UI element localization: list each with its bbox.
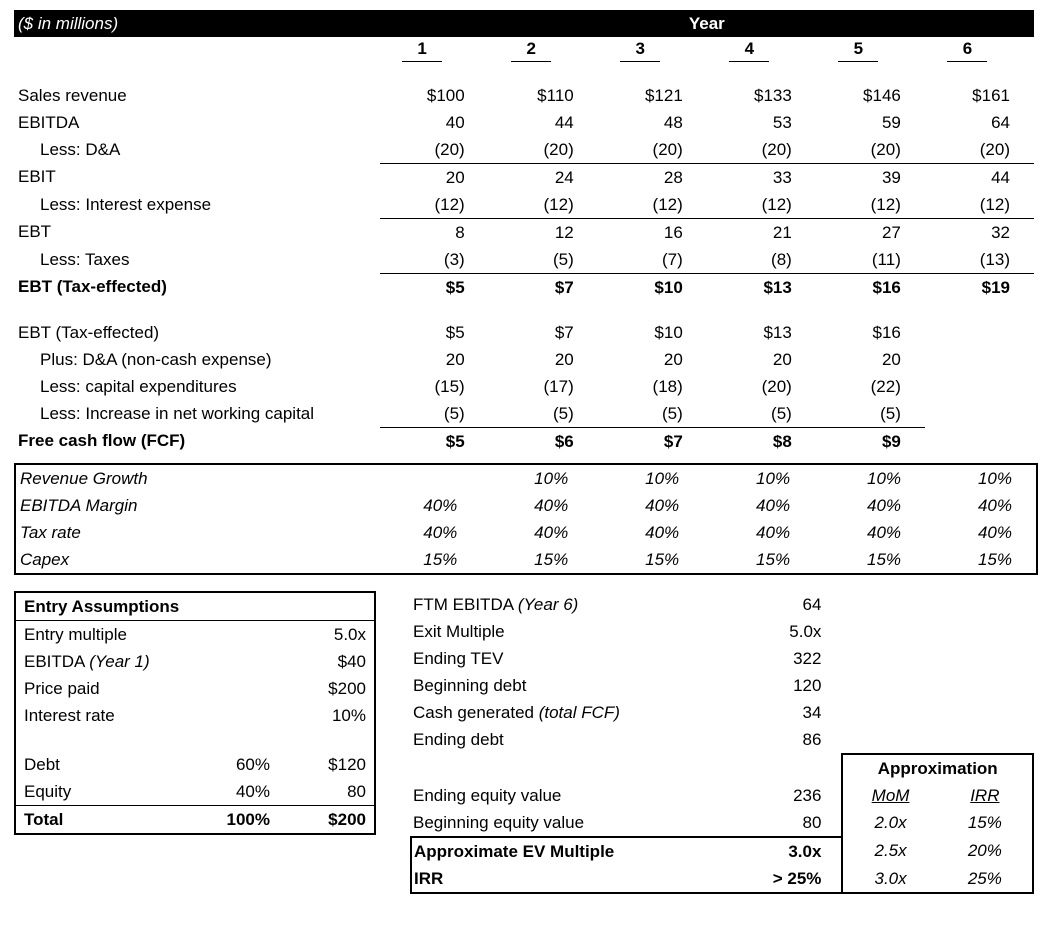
entry-equity-row: Equity40%80 [16, 778, 374, 806]
unit-note: ($ in millions) [14, 10, 380, 37]
entry-debt-row: Debt60%$120 [16, 751, 374, 778]
row-fcf: Free cash flow (FCF) $5 $6 $7 $8 $9 [14, 428, 1034, 456]
row-da: Less: D&A (20)(20)(20)(20)(20)(20) [14, 136, 1034, 164]
exit-approx-mult-row: Approximate EV Multiple 3.0x 2.5x 20% [411, 837, 1033, 865]
row-nwc: Less: Increase in net working capital (5… [14, 400, 1034, 428]
exit-bdebt-row: Beginning debt120 [411, 672, 1033, 699]
row-plus-da: Plus: D&A (non-cash expense) 2020202020 [14, 346, 1034, 373]
exit-eev-row: Ending equity value 236 MoM IRR [411, 782, 1033, 809]
exit-bev-row: Beginning equity value 80 2.0x 15% [411, 809, 1033, 837]
row-taxes: Less: Taxes (3)(5)(7)(8)(11)(13) [14, 246, 1034, 274]
exit-table: FTM EBITDA (Year 6)64 Exit Multiple5.0x … [410, 591, 1034, 894]
header-row: ($ in millions) Year [14, 10, 1034, 37]
row-ebitda: EBITDA 404448535964 [14, 109, 1034, 136]
approx-col-mom: MoM [872, 786, 910, 805]
row-tax-rate: Tax rate 40%40%40%40%40%40% [16, 519, 1036, 546]
row-ebitda-margin: EBITDA Margin 40%40%40%40%40%40% [16, 492, 1036, 519]
row-ebit: EBIT 202428333944 [14, 164, 1034, 192]
year-4: 4 [729, 39, 769, 62]
row-interest: Less: Interest expense (12)(12)(12)(12)(… [14, 191, 1034, 219]
entry-ebitda-y1-row: EBITDA (Year 1)$40 [16, 648, 374, 675]
exit-ftm-row: FTM EBITDA (Year 6)64 [411, 591, 1033, 618]
row-ebt: EBT 81216212732 [14, 219, 1034, 247]
entry-assumptions-box: Entry Assumptions Entry multiple5.0x EBI… [14, 591, 376, 835]
year-label: Year [380, 10, 1034, 37]
year-5: 5 [838, 39, 878, 62]
year-3: 3 [620, 39, 660, 62]
year-2: 2 [511, 39, 551, 62]
exit-irr-row: IRR > 25% 3.0x 25% [411, 865, 1033, 893]
entry-title: Entry Assumptions [16, 593, 374, 621]
exit-edebt-row: Ending debt86 [411, 726, 1033, 754]
row-capex-pct: Capex 15%15%15%15%15%15% [16, 546, 1036, 573]
entry-intrate-row: Interest rate10% [16, 702, 374, 729]
year-1: 1 [402, 39, 442, 62]
row-rev-growth: Revenue Growth 10%10%10%10%10% [16, 465, 1036, 492]
row-sales: Sales revenue $100 $110 $121 $133 $146 $… [14, 82, 1034, 109]
exit-tev-row: Ending TEV322 [411, 645, 1033, 672]
approx-col-irr: IRR [970, 786, 999, 805]
approx-title-row: Approximation [411, 754, 1033, 782]
row-ebt-te-2: EBT (Tax-effected) $5$7$10$13$16 [14, 319, 1034, 346]
year-numbers-row: 1 2 3 4 5 6 [14, 37, 1034, 64]
entry-total-row: Total100%$200 [16, 806, 374, 834]
year-6: 6 [947, 39, 987, 62]
exit-mult-row: Exit Multiple5.0x [411, 618, 1033, 645]
entry-price-row: Price paid$200 [16, 675, 374, 702]
row-capex: Less: capital expenditures (15)(17)(18)(… [14, 373, 1034, 400]
entry-multiple-row: Entry multiple5.0x [16, 621, 374, 649]
exit-cash-row: Cash generated (total FCF)34 [411, 699, 1033, 726]
projections-table: ($ in millions) Year 1 2 3 4 5 6 Sales r… [14, 10, 1034, 455]
assumptions-box: Revenue Growth 10%10%10%10%10% EBITDA Ma… [14, 463, 1038, 575]
row-ebt-tax-effected: EBT (Tax-effected) $5$7$10$13$16$19 [14, 274, 1034, 302]
